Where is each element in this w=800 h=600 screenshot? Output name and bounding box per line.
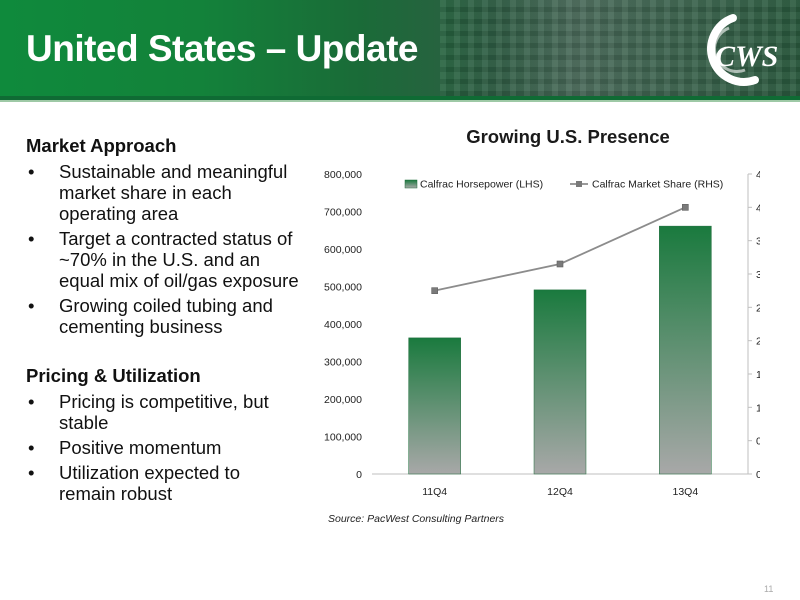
bullet-marker: •	[28, 161, 35, 182]
page-title: United States – Update	[26, 28, 418, 69]
bullet-marker: •	[28, 462, 35, 483]
section-heading-pricing: Pricing & Utilization	[26, 365, 201, 386]
right-axis-tick-label: 1.5%	[756, 369, 760, 381]
left-axis-tick-label: 700,000	[324, 207, 362, 219]
left-axis-tick-label: 500,000	[324, 282, 362, 294]
left-axis-tick-label: 300,000	[324, 357, 362, 369]
market-share-point	[431, 287, 438, 294]
right-axis-tick-label: 3.0%	[756, 269, 760, 281]
bullet-marker: •	[28, 437, 35, 458]
right-axis-tick-label: 1.0%	[756, 402, 760, 414]
market-share-point	[556, 260, 564, 268]
horsepower-chart: 0 100,000 200,000 300,000 400,000 500,000 600,…	[324, 169, 760, 498]
x-axis-tick-label: 11Q4	[422, 486, 447, 498]
pricing-list: • Pricing is competitive, but stable • Pos…	[26, 391, 301, 504]
horsepower-bar	[408, 337, 461, 475]
right-axis-tick-label: 2.5%	[756, 302, 760, 314]
right-axis-tick-label: 0.0%	[756, 469, 760, 481]
horsepower-bar	[659, 225, 712, 475]
left-axis-tick-label: 600,000	[324, 244, 362, 256]
right-axis-tick-label: 0.5%	[756, 436, 760, 448]
chart-source-note: Source: PacWest Consulting Partners	[328, 513, 505, 525]
x-axis-tick-label: 13Q4	[672, 486, 698, 498]
header-divider-light	[0, 100, 800, 102]
legend-swatch-horsepower	[404, 179, 418, 189]
horsepower-bar	[533, 289, 587, 475]
header-divider	[0, 96, 800, 100]
left-axis-tick-label: 400,000	[324, 319, 362, 331]
section-heading-market-approach: Market Approach	[26, 135, 177, 156]
bullet-marker: •	[28, 391, 35, 412]
page-number: 11	[764, 584, 774, 594]
right-axis-tick-label: 4.5%	[756, 169, 760, 181]
right-axis-tick-label: 4.0%	[756, 202, 760, 214]
left-axis-tick-label: 0	[356, 469, 362, 481]
legend-label-market-share: Calfrac Market Share (RHS)	[592, 179, 723, 191]
header-banner	[0, 0, 800, 96]
left-content: Market Approach • Sustainable and meaning…	[26, 135, 301, 508]
left-axis-tick-label: 100,000	[324, 432, 362, 444]
market-approach-list: • Sustainable and meaningful market share…	[26, 161, 301, 337]
market-share-line	[434, 206, 686, 292]
chart-title: Growing U.S. Presence	[466, 126, 670, 147]
list-item: • Pricing is competitive, but stable	[28, 391, 269, 433]
bullet-marker: •	[28, 228, 35, 249]
list-item: • Sustainable and meaningful market share…	[28, 161, 288, 224]
x-axis-tick-label: 12Q4	[547, 486, 573, 498]
left-axis-tick-label: 200,000	[324, 394, 362, 406]
cws-logo: CWS	[707, 14, 778, 86]
list-item: • Growing coiled tubing and cementing bus…	[28, 295, 273, 337]
right-axis-tick-label: 2.0%	[756, 336, 760, 348]
right-axis-tick-label: 3.5%	[756, 236, 760, 248]
legend-label-horsepower: Calfrac Horsepower (LHS)	[420, 179, 543, 191]
list-item: • Positive momentum	[28, 437, 222, 458]
list-item: • Target a contracted status of ~70% in t…	[28, 228, 299, 291]
list-item: • Utilization expected to remain robust	[28, 462, 240, 504]
legend-marker-market-share	[576, 181, 582, 187]
market-share-point	[682, 204, 689, 211]
bullet-marker: •	[28, 295, 35, 316]
left-axis-tick-label: 800,000	[324, 169, 362, 181]
logo-text: CWS	[715, 40, 778, 73]
